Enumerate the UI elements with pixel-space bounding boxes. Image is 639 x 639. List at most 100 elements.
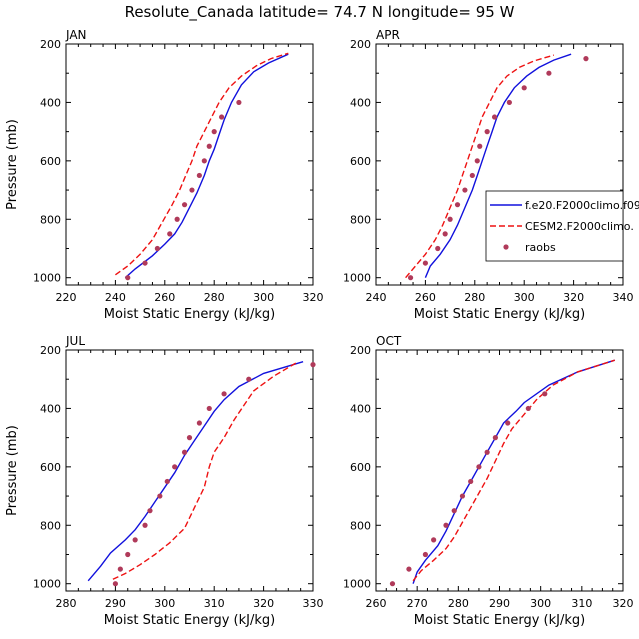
raobs-point xyxy=(492,435,498,441)
y-tick-label: 1000 xyxy=(343,578,371,591)
raobs-point xyxy=(196,420,202,426)
raobs-point xyxy=(484,129,490,135)
x-tick-label: 320 xyxy=(613,597,634,610)
legend-marker xyxy=(503,244,509,250)
x-tick-label: 260 xyxy=(415,291,436,304)
panel-month-label: JUL xyxy=(65,334,85,348)
raobs-point xyxy=(181,449,188,455)
raobs-point xyxy=(542,391,548,397)
y-tick-label: 600 xyxy=(40,461,61,474)
panel-month-label: JAN xyxy=(65,28,87,42)
y-tick-label: 1000 xyxy=(33,272,61,285)
raobs-point xyxy=(125,275,131,281)
x-tick-label: 340 xyxy=(613,291,634,304)
raobs-point xyxy=(117,566,123,572)
x-tick-label: 320 xyxy=(563,291,584,304)
raobs-point xyxy=(147,508,153,514)
x-tick-label: 280 xyxy=(448,597,469,610)
x-tick-label: 220 xyxy=(56,291,77,304)
y-tick-label: 800 xyxy=(40,519,61,532)
x-axis-label: Moist Static Energy (kJ/kg) xyxy=(414,613,585,628)
raobs-point xyxy=(474,158,480,164)
x-tick-label: 320 xyxy=(253,597,274,610)
raobs-point xyxy=(236,99,242,106)
x-tick-label: 300 xyxy=(530,597,551,610)
y-tick-label: 200 xyxy=(40,38,61,51)
raobs-point xyxy=(186,435,193,441)
x-tick-label: 240 xyxy=(366,291,387,304)
y-tick-label: 1000 xyxy=(343,272,371,285)
raobs-point xyxy=(476,464,482,470)
legend-label: raobs xyxy=(525,241,556,254)
x-tick-label: 280 xyxy=(56,597,77,610)
model1-line xyxy=(87,361,304,582)
raobs-point xyxy=(310,362,316,368)
model1-line xyxy=(412,359,616,584)
y-tick-label: 800 xyxy=(40,213,61,226)
raobs-point xyxy=(525,405,531,412)
x-tick-label: 280 xyxy=(464,291,485,304)
raobs-point xyxy=(443,522,449,528)
raobs-point xyxy=(201,158,207,164)
raobs-point xyxy=(447,216,453,222)
x-tick-label: 310 xyxy=(571,597,592,610)
raobs-point xyxy=(154,245,160,252)
y-tick-label: 400 xyxy=(40,96,61,109)
x-tick-label: 240 xyxy=(105,291,126,304)
y-tick-label: 200 xyxy=(350,38,371,51)
raobs-point xyxy=(422,551,428,558)
raobs-point xyxy=(142,260,148,266)
x-tick-label: 310 xyxy=(204,597,225,610)
raobs-point xyxy=(112,581,118,587)
x-axis-label: Moist Static Energy (kJ/kg) xyxy=(104,307,275,322)
x-tick-label: 260 xyxy=(366,597,387,610)
raobs-point xyxy=(219,114,225,120)
raobs-point xyxy=(206,143,212,149)
raobs-point xyxy=(506,99,512,106)
raobs-point xyxy=(167,231,173,237)
raobs-point xyxy=(189,187,195,193)
raobs-point xyxy=(211,129,217,135)
raobs-point xyxy=(468,478,474,485)
y-tick-label: 400 xyxy=(40,402,61,415)
x-tick-label: 290 xyxy=(105,597,126,610)
figure-title: Resolute_Canada latitude= 74.7 N longitu… xyxy=(125,3,515,22)
plot-frame xyxy=(375,349,624,592)
panel-oct: 260 270 280 290 300 310 320 200 400 600 800 1000 OCT… xyxy=(343,334,634,628)
y-tick-label: 800 xyxy=(350,213,371,226)
raobs-point xyxy=(157,493,163,499)
raobs-point xyxy=(431,537,437,543)
raobs-point xyxy=(477,143,483,149)
x-axis-label: Moist Static Energy (kJ/kg) xyxy=(104,613,275,628)
raobs-point xyxy=(469,172,475,179)
x-axis-label: Moist Static Energy (kJ/kg) xyxy=(414,307,585,322)
model2-line xyxy=(114,52,289,276)
raobs-point xyxy=(142,522,148,528)
raobs-point xyxy=(491,114,498,120)
x-tick-label: 320 xyxy=(303,291,324,304)
y-tick-label: 400 xyxy=(350,96,371,109)
raobs-point xyxy=(521,85,527,91)
panel-month-label: APR xyxy=(376,28,400,42)
legend-label: f.e20.F2000climo.f09 xyxy=(525,199,639,212)
y-tick-label: 200 xyxy=(40,344,61,357)
plot-frame xyxy=(65,43,314,286)
model1-line xyxy=(424,53,572,278)
x-tick-label: 300 xyxy=(154,597,175,610)
raobs-point xyxy=(164,478,170,485)
x-tick-label: 300 xyxy=(253,291,274,304)
model2-line xyxy=(112,361,299,580)
raobs-point xyxy=(174,216,180,222)
raobs-point xyxy=(196,172,202,179)
y-axis-label: Pressure (mb) xyxy=(5,119,20,210)
panel-apr: 240 260 280 300 320 340 200 400 600 800 1000 APR Moi… xyxy=(343,28,639,322)
y-tick-label: 800 xyxy=(350,519,371,532)
raobs-point xyxy=(435,245,441,252)
raobs-point xyxy=(172,464,178,470)
y-tick-label: 200 xyxy=(350,344,371,357)
model1-line xyxy=(124,53,289,279)
plot-frame xyxy=(65,349,314,592)
raobs-point xyxy=(442,231,448,237)
raobs-point xyxy=(462,187,468,193)
